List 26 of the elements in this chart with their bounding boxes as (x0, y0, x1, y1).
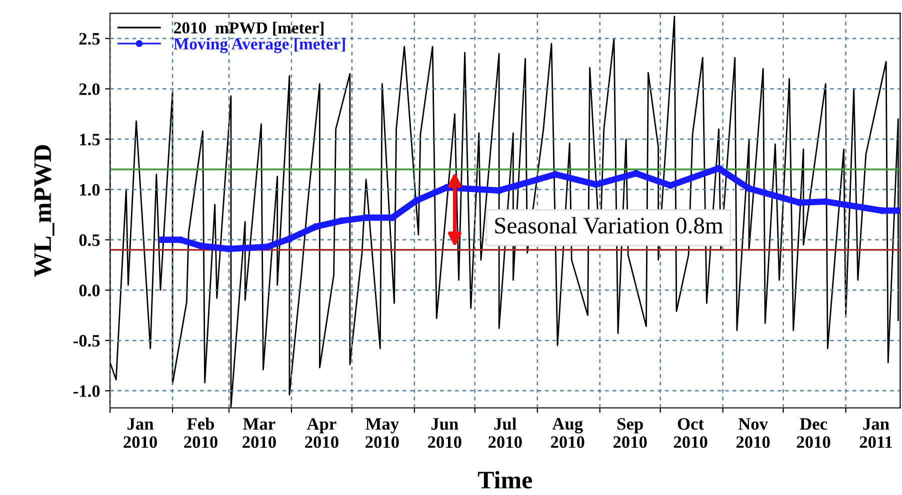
x-tick-label: Feb 2010 (184, 418, 218, 448)
y-tick-label: -0.5 (73, 334, 100, 347)
x-tick-label: Jul 2010 (488, 418, 522, 448)
x-tick-label: Mar 2010 (242, 418, 276, 448)
x-tick-label: Dec 2010 (796, 418, 830, 448)
y-tick-label: 0.5 (79, 234, 100, 246)
x-tick-label: Sep 2010 (613, 418, 647, 448)
x-axis-title: Time (478, 470, 532, 489)
y-tick-label: 0.0 (79, 284, 100, 296)
x-tick-label: May 2010 (366, 418, 399, 448)
y-tick-label: -1.0 (73, 385, 100, 398)
x-tick-label: Apr 2010 (305, 418, 338, 448)
x-tick-label: Aug 2010 (550, 418, 584, 448)
x-tick-label: Jun 2010 (428, 418, 462, 448)
y-tick-label: 2.5 (79, 33, 100, 45)
legend-label: Moving Average [meter] (174, 38, 345, 54)
x-tick-label: Jan 2010 (124, 418, 157, 448)
y-tick-label: 1.0 (80, 184, 100, 196)
y-tick-label: 2.0 (79, 83, 100, 96)
x-tick-label: Jan 2011 (860, 418, 892, 448)
x-tick-label: Nov 2010 (736, 418, 770, 448)
x-tick-label: Oct 2010 (674, 418, 708, 448)
annotation: Seasonal Variation 0.8m (495, 216, 723, 234)
y-axis-title: WL_mPWD (34, 145, 54, 277)
legend-label: 2010 mPWD [meter] (174, 22, 324, 36)
y-tick-label: 1.5 (80, 134, 100, 146)
